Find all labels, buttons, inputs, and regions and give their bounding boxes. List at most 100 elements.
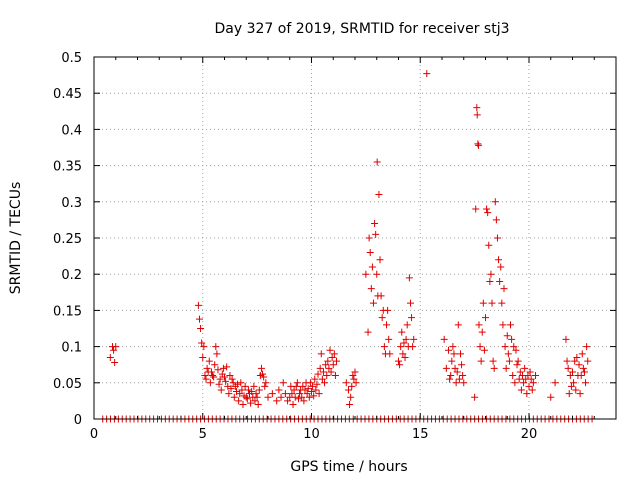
data-point bbox=[447, 372, 455, 380]
data-point bbox=[110, 346, 118, 354]
data-point bbox=[330, 350, 338, 358]
data-point bbox=[520, 379, 528, 387]
data-point bbox=[484, 209, 492, 217]
data-point bbox=[547, 393, 555, 401]
data-point bbox=[512, 346, 520, 354]
data-point bbox=[292, 382, 300, 390]
data-point bbox=[262, 379, 270, 387]
data-point bbox=[528, 386, 536, 394]
data-point bbox=[500, 285, 508, 293]
data-point bbox=[576, 390, 584, 398]
data-point bbox=[207, 368, 215, 376]
y-tick-label: 0.35 bbox=[53, 160, 82, 175]
data-point bbox=[281, 390, 289, 398]
data-point bbox=[395, 357, 402, 365]
data-point bbox=[212, 343, 220, 351]
data-point bbox=[495, 256, 503, 264]
data-point bbox=[241, 382, 249, 390]
data-point bbox=[279, 379, 287, 387]
data-point bbox=[364, 328, 372, 336]
data-point bbox=[405, 274, 413, 282]
data-point bbox=[489, 357, 497, 365]
data-point bbox=[504, 350, 512, 358]
data-point bbox=[226, 372, 234, 380]
x-tick-label: 0 bbox=[90, 427, 98, 442]
data-point bbox=[516, 368, 524, 376]
data-point bbox=[329, 361, 337, 369]
data-point bbox=[566, 372, 574, 380]
data-point bbox=[310, 392, 318, 400]
data-point bbox=[423, 70, 431, 78]
data-point bbox=[380, 343, 388, 351]
data-point bbox=[493, 234, 501, 242]
data-point bbox=[201, 372, 209, 380]
data-point bbox=[440, 335, 448, 343]
data-point bbox=[352, 379, 360, 387]
data-point bbox=[322, 361, 330, 369]
data-point bbox=[456, 350, 464, 358]
data-point bbox=[296, 390, 304, 398]
data-point bbox=[344, 386, 352, 394]
data-point bbox=[406, 299, 414, 307]
data-point bbox=[507, 321, 515, 329]
data-point bbox=[298, 393, 306, 401]
data-point bbox=[459, 372, 467, 380]
data-point bbox=[244, 386, 252, 394]
data-point bbox=[312, 386, 320, 394]
data-point bbox=[342, 379, 350, 387]
data-point bbox=[289, 401, 297, 409]
data-point bbox=[579, 364, 587, 372]
data-point bbox=[498, 299, 506, 307]
data-point bbox=[252, 390, 260, 398]
data-point bbox=[453, 368, 461, 376]
data-points-layer bbox=[99, 70, 596, 423]
data-point bbox=[306, 379, 314, 387]
data-point bbox=[478, 328, 486, 336]
data-point bbox=[254, 401, 262, 409]
data-point bbox=[111, 359, 119, 367]
data-point bbox=[529, 379, 537, 387]
data-point bbox=[219, 364, 227, 372]
data-point bbox=[106, 353, 114, 361]
data-point bbox=[237, 379, 245, 387]
data-point bbox=[349, 372, 357, 380]
data-point bbox=[564, 364, 572, 372]
data-point bbox=[326, 346, 334, 354]
y-tick-label: 0.2 bbox=[61, 268, 82, 283]
data-point bbox=[229, 379, 237, 387]
data-point bbox=[442, 364, 450, 372]
data-point bbox=[333, 357, 341, 365]
data-point bbox=[375, 191, 383, 199]
y-tick-label: 0.45 bbox=[53, 87, 82, 102]
data-point bbox=[236, 390, 244, 398]
data-point bbox=[525, 382, 533, 390]
data-point bbox=[513, 361, 521, 369]
data-point bbox=[475, 141, 483, 149]
data-point bbox=[580, 368, 588, 376]
data-point bbox=[482, 314, 489, 322]
data-point bbox=[112, 343, 120, 351]
data-point bbox=[284, 397, 292, 405]
data-point bbox=[211, 361, 219, 369]
data-point bbox=[225, 390, 233, 398]
data-point bbox=[198, 339, 206, 347]
data-point bbox=[376, 256, 384, 264]
data-point bbox=[248, 387, 256, 395]
data-point bbox=[499, 321, 507, 329]
data-point bbox=[384, 306, 392, 314]
data-point bbox=[483, 205, 491, 213]
data-point bbox=[315, 390, 323, 398]
data-point bbox=[496, 277, 504, 285]
data-point bbox=[277, 393, 285, 401]
data-point bbox=[217, 386, 225, 394]
data-point bbox=[383, 321, 391, 329]
data-point bbox=[399, 350, 407, 358]
y-tick-label: 0.15 bbox=[53, 304, 82, 319]
data-point bbox=[202, 375, 210, 383]
data-point bbox=[365, 234, 373, 242]
data-point bbox=[309, 382, 317, 390]
data-point bbox=[228, 375, 236, 383]
data-point bbox=[300, 397, 308, 405]
